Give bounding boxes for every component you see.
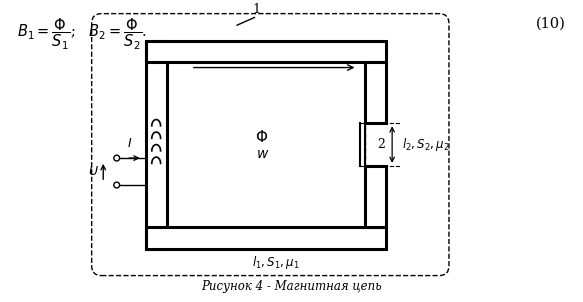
Text: $w$: $w$ xyxy=(257,147,270,161)
Text: (10): (10) xyxy=(536,17,566,31)
Bar xyxy=(365,62,387,124)
Text: $I$: $I$ xyxy=(127,137,132,150)
Bar xyxy=(167,62,365,227)
Text: $l_2, S_2, \mu_2$: $l_2, S_2, \mu_2$ xyxy=(402,136,449,153)
Bar xyxy=(146,40,387,62)
Text: 1: 1 xyxy=(252,2,261,15)
Text: $B_1 = \dfrac{\Phi}{S_1}$;   $B_2 = \dfrac{\Phi}{S_2}$.: $B_1 = \dfrac{\Phi}{S_1}$; $B_2 = \dfrac… xyxy=(16,17,147,52)
Bar xyxy=(365,166,387,227)
Text: $\Phi$: $\Phi$ xyxy=(255,129,268,145)
Text: $U$: $U$ xyxy=(89,165,99,178)
Text: 2: 2 xyxy=(377,138,385,151)
Text: Рисунок 4 - Магнитная цепь: Рисунок 4 - Магнитная цепь xyxy=(201,280,381,293)
Bar xyxy=(146,40,167,249)
Text: $l_1, S_1, \mu_1$: $l_1, S_1, \mu_1$ xyxy=(252,254,300,271)
Bar xyxy=(146,227,387,249)
